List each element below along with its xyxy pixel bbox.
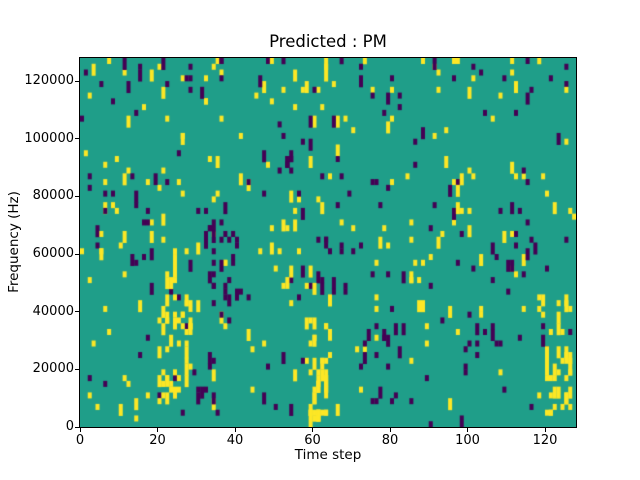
- x-tick-label: 80: [381, 433, 399, 448]
- y-tick-label: 40000: [32, 303, 74, 319]
- x-tick-mark: [79, 428, 81, 432]
- y-axis-label: Frequency (Hz): [6, 191, 22, 293]
- chart-title: Predicted : PM: [269, 32, 387, 51]
- y-tick-label: 60000: [32, 246, 74, 262]
- x-tick-label: 40: [226, 433, 244, 448]
- x-tick-mark: [157, 428, 158, 432]
- y-tick-label: 20000: [32, 361, 74, 377]
- x-tick-mark: [544, 428, 546, 432]
- y-tick-label: 100000: [24, 130, 74, 146]
- heatmap-canvas: [80, 58, 576, 427]
- x-tick-label: 120: [532, 433, 558, 448]
- y-tick-mark: [75, 80, 79, 82]
- y-tick-mark: [75, 311, 79, 313]
- y-tick-mark: [75, 138, 79, 140]
- x-tick-mark: [312, 428, 313, 432]
- y-tick-mark: [75, 368, 79, 370]
- x-tick-label: 0: [75, 433, 85, 448]
- x-tick-mark: [467, 428, 468, 432]
- y-tick-label: 0: [65, 419, 74, 434]
- plot-area: [79, 57, 577, 428]
- x-tick-label: 60: [304, 433, 321, 448]
- x-axis-label: Time step: [294, 447, 362, 463]
- y-tick-mark: [75, 426, 79, 428]
- x-tick-mark: [389, 428, 391, 432]
- x-tick-label: 100: [455, 433, 480, 448]
- y-tick-label: 80000: [32, 188, 74, 204]
- x-tick-mark: [234, 428, 236, 432]
- y-tick-mark: [75, 195, 79, 197]
- y-tick-label: 120000: [24, 73, 74, 89]
- x-tick-label: 20: [149, 433, 166, 448]
- y-tick-mark: [75, 253, 79, 255]
